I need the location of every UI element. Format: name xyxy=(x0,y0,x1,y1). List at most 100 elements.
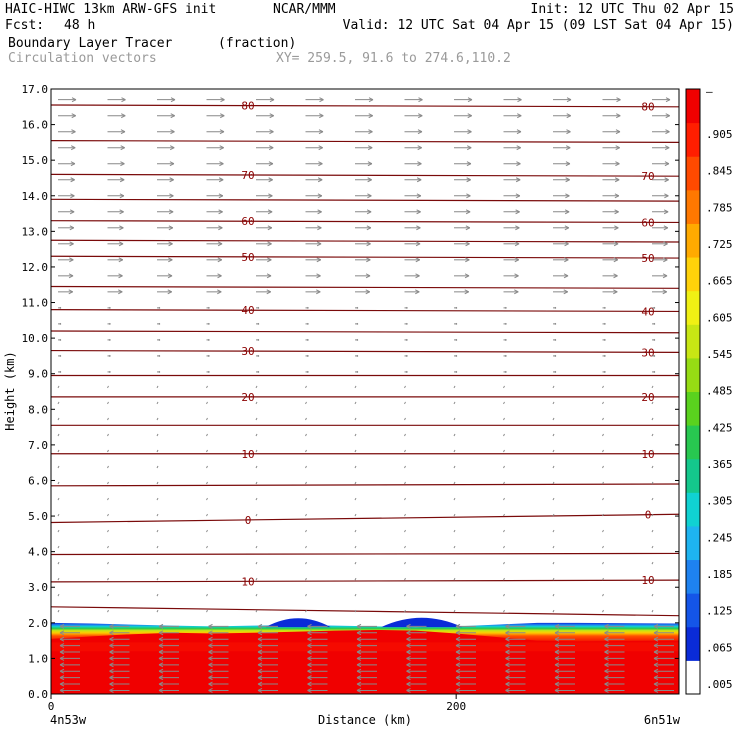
vector-arrow xyxy=(206,338,210,341)
plot-frame xyxy=(50,88,680,695)
vector-arrow xyxy=(404,177,422,183)
vector-arrow xyxy=(206,370,210,373)
y-tick-label: 9.0 xyxy=(28,368,48,381)
vector-arrow xyxy=(503,338,507,341)
colorbar-top-mark: – xyxy=(706,85,713,98)
vector-arrow xyxy=(206,273,222,279)
vector-dot xyxy=(453,481,456,485)
vector-dot xyxy=(255,561,258,565)
vector-arrow xyxy=(406,636,427,642)
vector-dot xyxy=(255,529,258,533)
vector-arrow xyxy=(58,354,62,357)
contour-label: 0 xyxy=(245,514,252,527)
vector-arrow xyxy=(109,687,130,693)
vector-arrow xyxy=(404,273,420,279)
vector-arrow xyxy=(307,623,328,629)
vector-dot xyxy=(503,465,505,469)
vector-arrow xyxy=(206,257,223,263)
vector-dot xyxy=(503,449,505,453)
vector-arrow xyxy=(58,370,62,373)
vector-arrow xyxy=(355,97,374,103)
vector-arrow xyxy=(553,273,569,279)
vector-dot xyxy=(206,481,208,485)
contour-line xyxy=(50,140,680,143)
vector-arrow xyxy=(257,636,278,642)
vector-arrow xyxy=(505,687,526,693)
vector-dot xyxy=(651,497,654,501)
vector-arrow xyxy=(355,370,359,373)
vector-arrow xyxy=(307,630,328,636)
vector-dot xyxy=(503,481,505,485)
vector-arrow xyxy=(652,241,668,247)
vector-dot xyxy=(305,465,307,469)
vector-dot xyxy=(206,593,208,597)
vector-dot xyxy=(404,529,406,533)
vector-arrow xyxy=(355,354,359,357)
contour-label: 40 xyxy=(641,305,654,318)
colorbar-swatch xyxy=(686,156,700,191)
vector-dot xyxy=(57,385,60,389)
vector-dot xyxy=(107,449,109,453)
vector-arrow xyxy=(206,161,224,167)
vector-arrow xyxy=(356,649,377,655)
vector-dot xyxy=(651,561,654,565)
vector-arrow xyxy=(305,354,309,357)
vector-arrow xyxy=(602,289,618,295)
contour-label: 50 xyxy=(241,251,254,264)
vector-arrow xyxy=(554,675,575,681)
vector-dot xyxy=(206,609,208,613)
vector-arrow xyxy=(305,145,323,151)
vector-arrow xyxy=(653,643,674,649)
vector-arrow xyxy=(257,675,278,681)
vector-arrow xyxy=(356,655,377,661)
vector-arrow xyxy=(652,113,670,119)
contour-label: 70 xyxy=(641,170,654,183)
vector-arrow xyxy=(602,257,619,263)
y-tick-label: 11.0 xyxy=(22,297,49,310)
vector-dot xyxy=(206,417,208,421)
colorbar-swatch xyxy=(686,425,700,460)
vector-arrow xyxy=(505,655,526,661)
vector-arrow xyxy=(206,322,210,325)
vector-arrow xyxy=(157,97,176,103)
vector-arrow xyxy=(355,241,371,247)
vector-arrow xyxy=(208,623,229,629)
contour-line xyxy=(50,220,680,224)
vector-arrow xyxy=(553,241,569,247)
vector-dot xyxy=(305,417,307,421)
vector-arrow xyxy=(652,177,669,183)
vector-arrow xyxy=(158,687,179,693)
vector-arrow xyxy=(602,370,606,373)
vector-arrow xyxy=(107,273,123,279)
vector-dot xyxy=(552,417,555,421)
vector-dot xyxy=(255,481,258,485)
vector-arrow xyxy=(553,177,570,183)
vector-arrow xyxy=(553,354,557,357)
y-tick-label: 8.0 xyxy=(28,403,48,416)
vector-arrow xyxy=(454,257,470,263)
field-name: Boundary Layer Tracer xyxy=(8,36,173,51)
vector-dot xyxy=(156,513,159,517)
vector-dot xyxy=(453,577,456,581)
vector-arrow xyxy=(256,370,260,373)
vector-arrow xyxy=(157,354,161,357)
vector-dot xyxy=(552,609,555,613)
vector-arrow xyxy=(505,681,526,687)
tracer-shade xyxy=(51,642,679,652)
vector-arrow xyxy=(602,113,621,119)
vector-arrow xyxy=(652,354,656,357)
org-label: NCAR/MMM xyxy=(273,2,336,17)
colorbar-label: .065 xyxy=(706,641,733,654)
vector-arrow xyxy=(356,675,377,681)
vector-arrow xyxy=(454,193,471,199)
vector-dot xyxy=(305,497,307,501)
vector-arrow xyxy=(305,273,321,279)
vector-arrow xyxy=(307,687,328,693)
vector-dot xyxy=(453,561,456,565)
vector-arrow xyxy=(107,241,124,247)
vector-arrow xyxy=(652,209,669,215)
colorbar-label: .005 xyxy=(706,678,733,691)
vector-dot xyxy=(305,433,307,437)
vector-arrow xyxy=(307,643,328,649)
